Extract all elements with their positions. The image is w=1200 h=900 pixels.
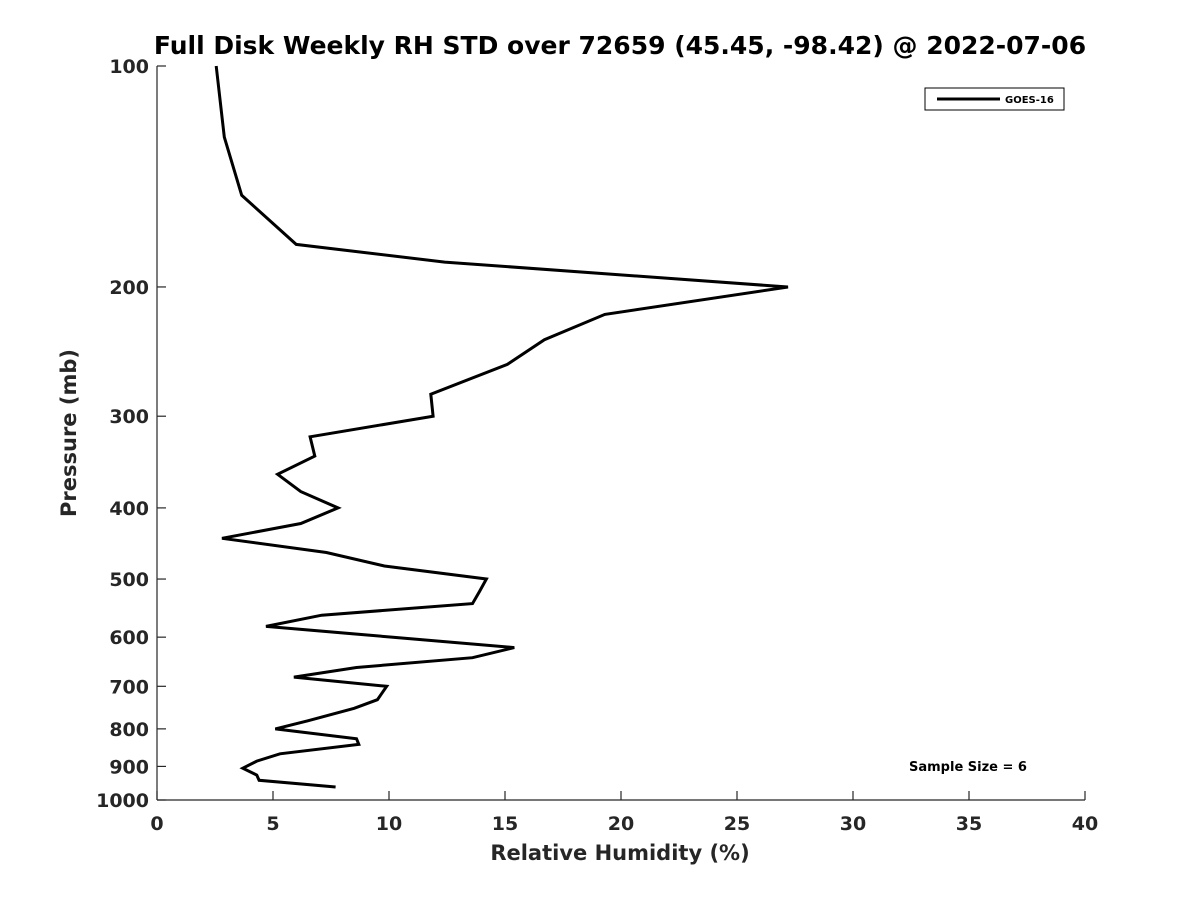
y-tick-label: 1000 xyxy=(96,790,149,812)
y-tick-label: 200 xyxy=(109,277,149,299)
y-tick-label: 800 xyxy=(109,719,149,741)
y-tick-label: 500 xyxy=(109,569,149,591)
sample-size-note: Sample Size = 6 xyxy=(909,760,1027,775)
series-layer xyxy=(214,65,789,789)
series-line-goes-16 xyxy=(214,65,789,789)
legend: GOES-16 xyxy=(924,87,1065,111)
y-tick-label: 900 xyxy=(109,756,149,778)
y-axis-label: Pressure (mb) xyxy=(57,349,81,517)
x-tick-label: 40 xyxy=(1072,813,1098,835)
y-tick-label: 600 xyxy=(109,627,149,649)
x-tick-label: 35 xyxy=(956,813,982,835)
x-tick-label: 10 xyxy=(376,813,402,835)
y-tick-label: 400 xyxy=(109,498,149,520)
x-tick-label: 30 xyxy=(840,813,866,835)
x-tick-label: 5 xyxy=(266,813,279,835)
x-tick-label: 0 xyxy=(150,813,163,835)
x-axis-label: Relative Humidity (%) xyxy=(490,841,749,865)
y-tick-label: 700 xyxy=(109,676,149,698)
y-tick-label: 300 xyxy=(109,406,149,428)
x-tick-label: 15 xyxy=(492,813,518,835)
y-tick-label: 100 xyxy=(109,56,149,78)
axes: 0 5 10 15 20 25 30 35 40 100 200 300 400 500 600 700 800… xyxy=(96,56,1098,835)
chart-title: Full Disk Weekly RH STD over 72659 (45.4… xyxy=(154,31,1086,60)
x-tick-label: 20 xyxy=(608,813,634,835)
x-tick-label: 25 xyxy=(724,813,750,835)
legend-label: GOES-16 xyxy=(1005,95,1054,106)
